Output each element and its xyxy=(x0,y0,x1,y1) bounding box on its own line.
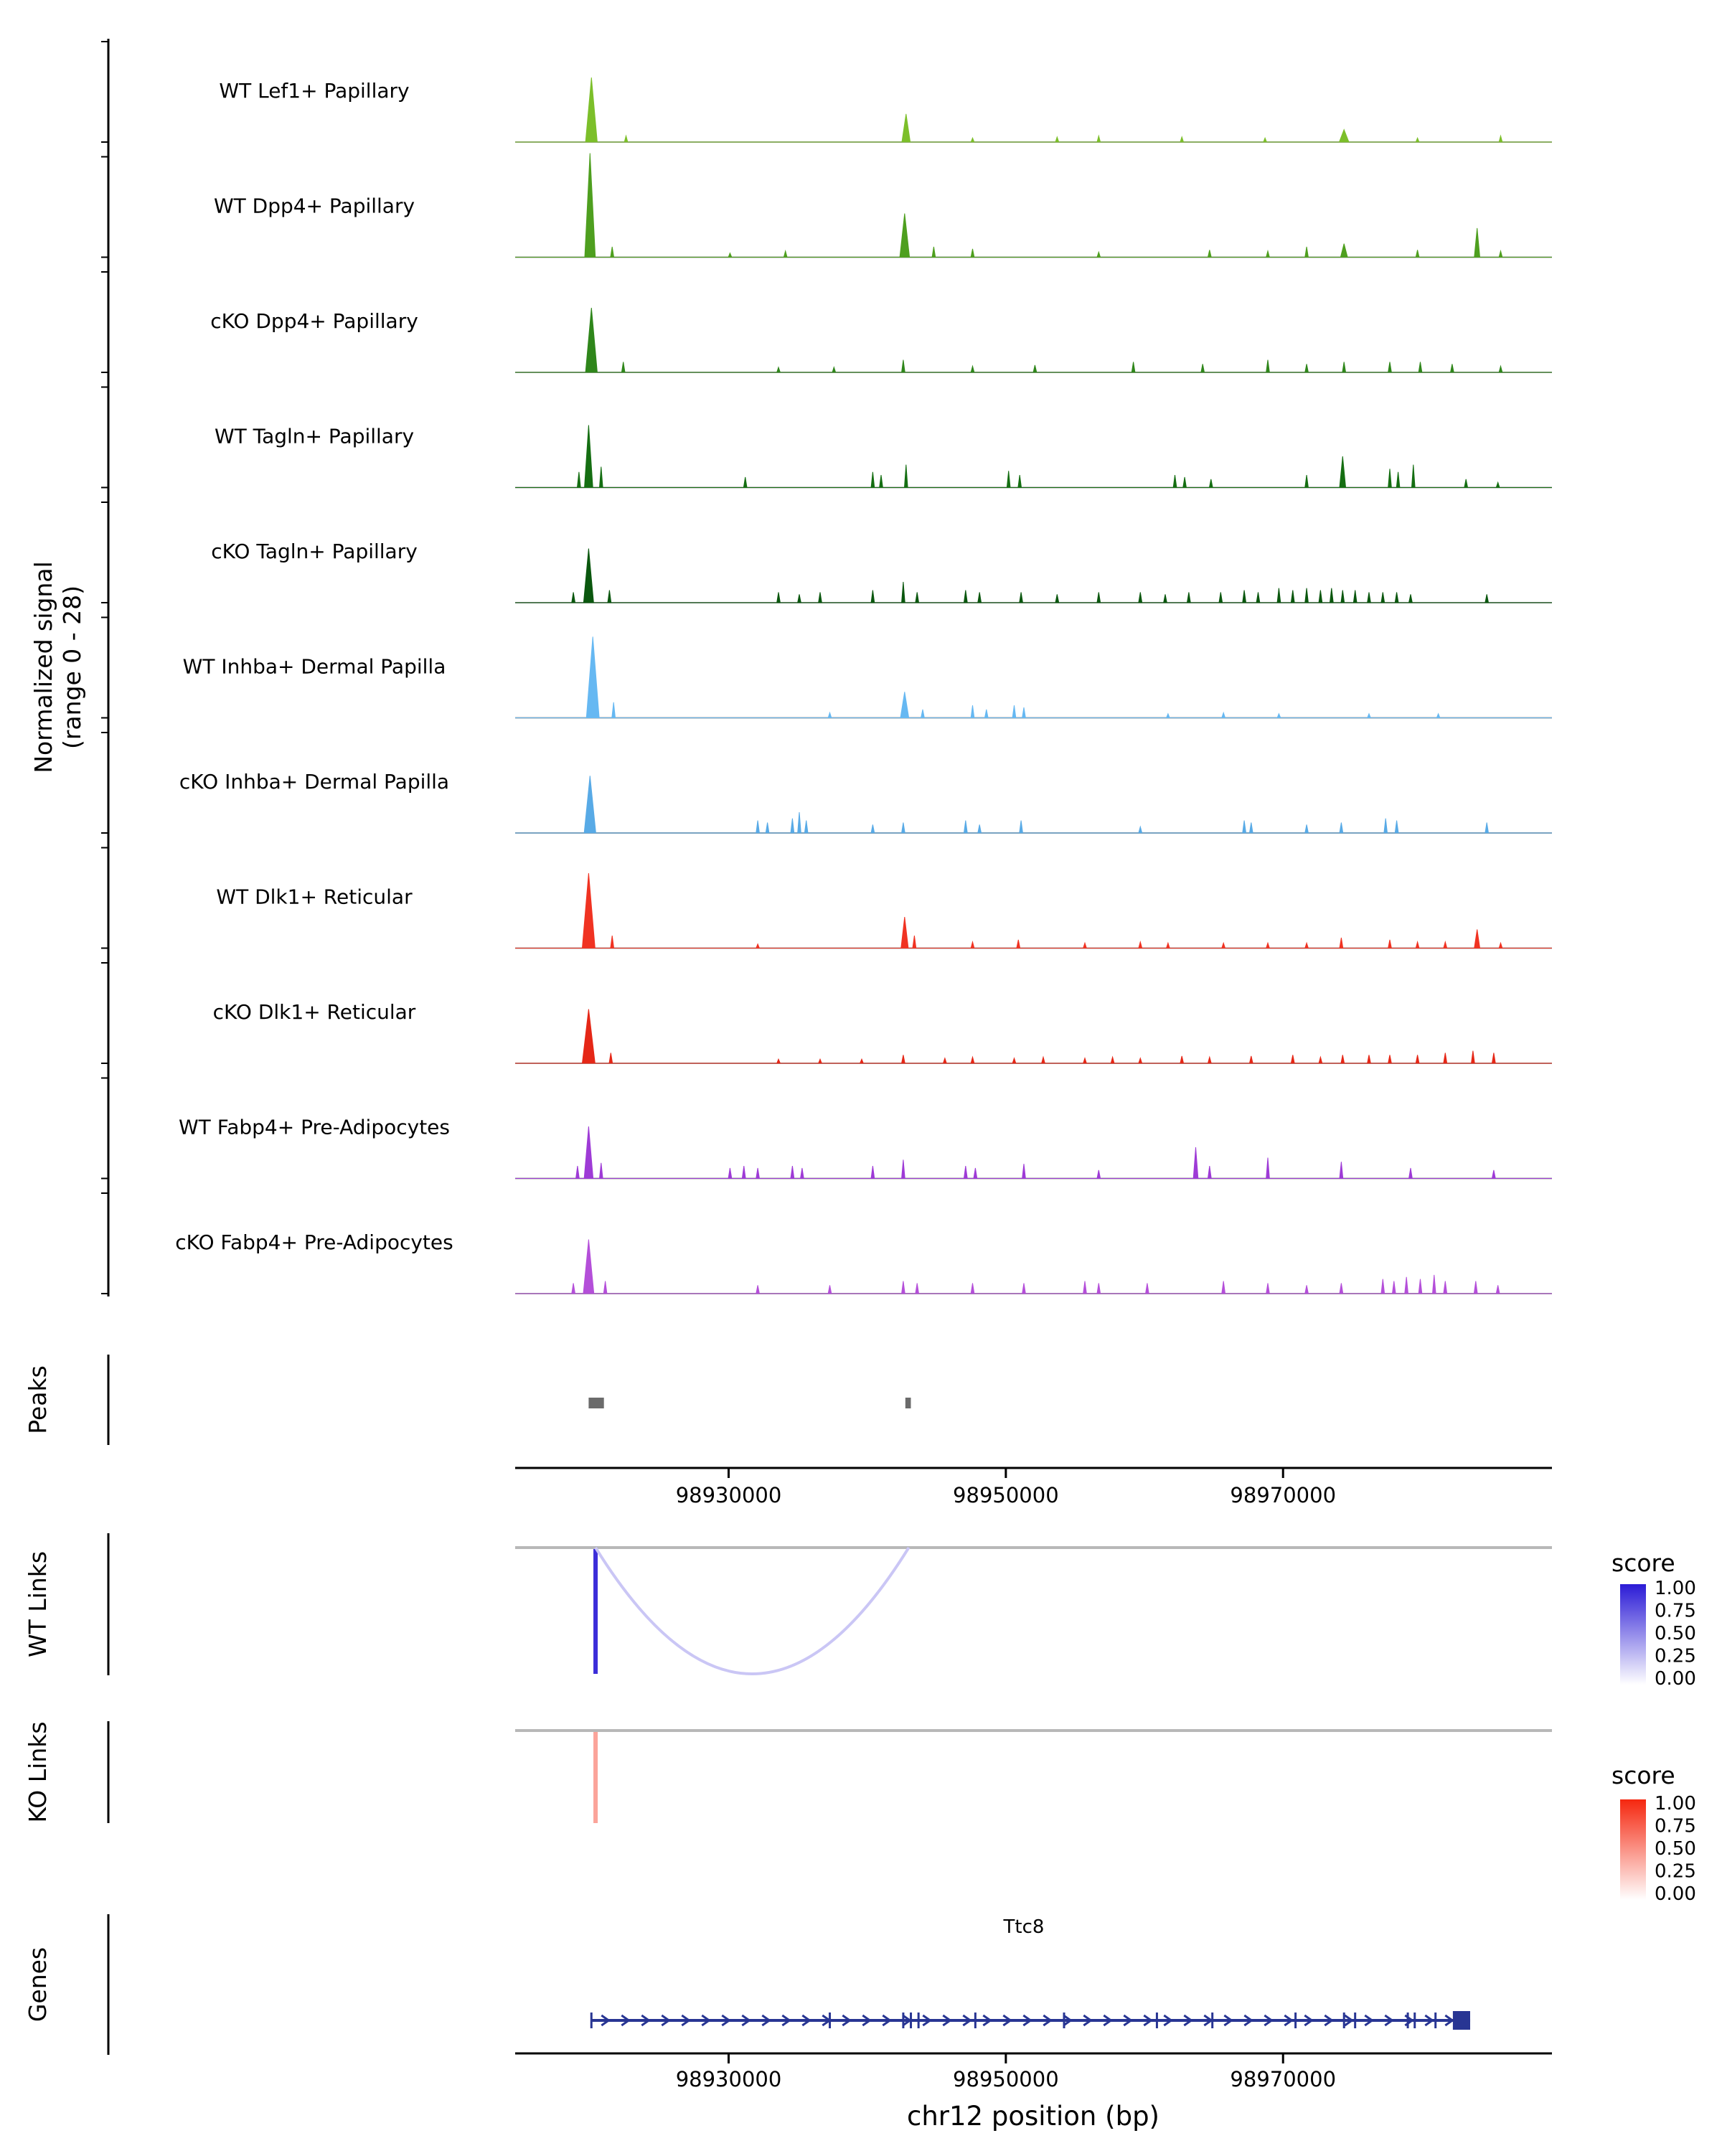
score-legend-tick-label: 0.25 xyxy=(1655,1646,1696,1667)
score-legend-tick-label: 0.50 xyxy=(1655,1838,1696,1860)
score-legend-gradient xyxy=(1620,1799,1646,1900)
score-legend-tick-label: 0.25 xyxy=(1655,1861,1696,1883)
x-axis-title: chr12 position (bp) xyxy=(907,2101,1159,2132)
track-label: cKO Tagln+ Papillary xyxy=(211,540,418,563)
peaks-section-label: Peaks xyxy=(24,1365,52,1434)
score-legend-tick-label: 0.75 xyxy=(1655,1816,1696,1837)
track-label: WT Dpp4+ Papillary xyxy=(214,194,415,218)
score-legend-title-wt: score xyxy=(1612,1549,1675,1577)
signal-axis-title-line2: (range 0 - 28) xyxy=(58,585,86,749)
gene-strand-arrow xyxy=(1103,2014,1113,2027)
gene-strand-arrow xyxy=(962,2014,972,2027)
gene-strand-arrow xyxy=(721,2014,731,2027)
gene-strand-arrow xyxy=(882,2014,892,2027)
gene-strand-arrow xyxy=(862,2014,872,2027)
gene-strand-arrow xyxy=(1002,2014,1012,2027)
gene-name: Ttc8 xyxy=(1003,1916,1045,1938)
gene-strand-arrow xyxy=(1123,2014,1133,2027)
signal-track-area xyxy=(515,776,1552,834)
gene-strand-arrow xyxy=(1223,2014,1233,2027)
gene-strand-arrow xyxy=(681,2014,691,2027)
gene-strand-arrow xyxy=(1163,2014,1173,2027)
x-axis-tick-label: 98970000 xyxy=(1230,2067,1336,2091)
wt-links-link-arc xyxy=(594,1546,911,1675)
gene-strand-arrow xyxy=(982,2014,992,2027)
x-axis-tick-label: 98950000 xyxy=(953,1483,1059,1507)
gene-strand-arrow xyxy=(1424,2014,1434,2027)
track-label: cKO Dpp4+ Papillary xyxy=(210,309,418,333)
track-label: cKO Dlk1+ Reticular xyxy=(213,1000,416,1024)
signal-track-area xyxy=(515,636,1552,718)
genes-section-label: Genes xyxy=(24,1947,52,2022)
gene-strand-arrow xyxy=(641,2014,651,2027)
track-label: WT Fabp4+ Pre-Adipocytes xyxy=(179,1116,450,1139)
track-label: WT Inhba+ Dermal Papilla xyxy=(183,655,446,679)
x-axis-tick-label: 98930000 xyxy=(676,2067,782,2091)
gene-strand-arrow xyxy=(1063,2014,1073,2027)
signal-track-area xyxy=(515,77,1552,143)
gene-strand-arrow xyxy=(1344,2014,1354,2027)
gene-strand-arrow xyxy=(1384,2014,1394,2027)
wt-links-section-label: WT Links xyxy=(24,1551,52,1657)
gene-strand-arrow xyxy=(1143,2014,1153,2027)
signal-track-area xyxy=(515,548,1552,603)
peak-region-box xyxy=(588,1398,604,1408)
gene-strand-arrow xyxy=(942,2014,952,2027)
track-label: WT Dlk1+ Reticular xyxy=(216,885,413,909)
gene-strand-arrow xyxy=(761,2014,771,2027)
score-legend-tick-label: 0.50 xyxy=(1655,1623,1696,1644)
gene-strand-arrow xyxy=(801,2014,811,2027)
score-legend-tick-label: 0.00 xyxy=(1655,1883,1696,1905)
signal-track-area xyxy=(515,153,1552,258)
signal-track-area xyxy=(515,425,1552,488)
signal-track-area xyxy=(515,1009,1552,1064)
gene-strand-arrow xyxy=(1304,2014,1314,2027)
track-label: cKO Fabp4+ Pre-Adipocytes xyxy=(175,1230,453,1254)
gene-strand-arrow xyxy=(1324,2014,1334,2027)
signal-track-area xyxy=(515,1126,1552,1179)
score-legend-title-ko: score xyxy=(1612,1761,1675,1789)
gene-last-exon-block xyxy=(1452,2011,1470,2030)
gene-strand-arrow xyxy=(1043,2014,1053,2027)
gene-strand-arrow xyxy=(601,2014,611,2027)
gene-strand-arrow xyxy=(1444,2014,1454,2027)
peak-region-box xyxy=(905,1398,911,1408)
score-legend-tick-label: 1.00 xyxy=(1655,1578,1696,1599)
x-axis-tick-label: 98970000 xyxy=(1230,1483,1336,1507)
gene-strand-arrow xyxy=(1264,2014,1274,2027)
x-axis-tick-label: 98950000 xyxy=(953,2067,1059,2091)
gene-strand-arrow xyxy=(741,2014,751,2027)
gene-strand-arrow xyxy=(661,2014,671,2027)
gene-strand-arrow xyxy=(1364,2014,1374,2027)
gene-strand-arrow xyxy=(1022,2014,1032,2027)
gene-strand-arrow xyxy=(1243,2014,1253,2027)
gene-strand-arrow xyxy=(621,2014,631,2027)
x-axis-tick-label: 98930000 xyxy=(676,1483,782,1507)
signal-track-area xyxy=(515,308,1552,373)
gene-strand-arrow xyxy=(781,2014,791,2027)
score-legend-tick-label: 0.00 xyxy=(1655,1668,1696,1690)
track-label: WT Tagln+ Papillary xyxy=(215,425,414,448)
ko-links-section-label: KO Links xyxy=(24,1721,52,1822)
score-legend-tick-label: 1.00 xyxy=(1655,1793,1696,1814)
signal-axis-title-line1: Normalized signal xyxy=(29,561,57,773)
signal-track-area xyxy=(515,1239,1552,1294)
gene-strand-arrow xyxy=(1284,2014,1294,2027)
track-label: WT Lef1+ Papillary xyxy=(219,79,409,103)
gene-strand-arrow xyxy=(1083,2014,1093,2027)
track-label: cKO Inhba+ Dermal Papilla xyxy=(179,770,449,794)
gene-strand-arrow xyxy=(922,2014,932,2027)
score-legend-tick-label: 0.75 xyxy=(1655,1601,1696,1622)
gene-strand-arrow xyxy=(842,2014,852,2027)
gene-strand-arrow xyxy=(1183,2014,1193,2027)
signal-track-area xyxy=(515,873,1552,948)
gene-strand-arrow xyxy=(701,2014,711,2027)
score-legend-gradient xyxy=(1620,1584,1646,1685)
